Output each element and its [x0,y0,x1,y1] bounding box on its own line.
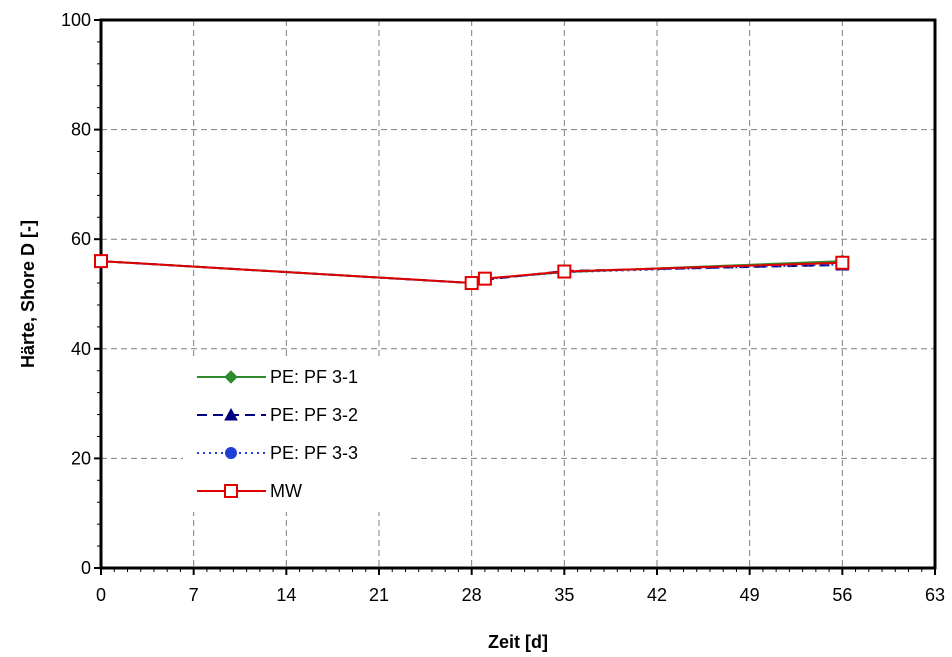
data-point-series-4 [464,276,479,291]
x-tick-label: 42 [647,585,667,605]
y-tick-label: 80 [71,120,91,140]
x-tick-label: 28 [462,585,482,605]
data-point-series-4 [835,255,850,270]
data-point-series-4 [477,271,492,286]
legend-label-2: PE: PF 3-2 [270,405,358,425]
x-tick-label: 49 [740,585,760,605]
y-axis-title: Härte, Shore D [-] [18,220,38,368]
x-tick-label: 14 [276,585,296,605]
x-tick-label: 63 [925,585,945,605]
legend-marker-3 [225,447,237,459]
series-lines [94,254,850,291]
legend-marker-1 [224,370,238,384]
data-point-series-4 [557,264,572,279]
y-tick-label: 40 [71,339,91,359]
legend-label-4: MW [270,481,302,501]
x-tick-label: 56 [832,585,852,605]
x-axis-title: Zeit [d] [488,632,548,652]
y-tick-label: 100 [61,10,91,30]
x-tick-label: 21 [369,585,389,605]
x-tick-label: 7 [189,585,199,605]
x-tick-label: 35 [554,585,574,605]
axis-ticks: 0 7 14 21 28 35 42 49 56 63 0 20 40 60 80 100 [61,10,945,605]
legend-label-3: PE: PF 3-3 [270,443,358,463]
plot-area-frame [99,18,937,570]
legend-marker-2 [224,407,238,421]
data-point-series-4 [94,254,108,269]
legend: PE: PF 3-1 PE: PF 3-2 PE: PF 3-3 MW [197,367,358,501]
x-tick-label: 0 [96,585,106,605]
legend-marker-4 [224,484,238,498]
grid [101,20,935,568]
y-tick-label: 0 [81,558,91,578]
legend-label-1: PE: PF 3-1 [270,367,358,387]
y-tick-label: 60 [71,229,91,249]
legend-box [183,360,411,512]
y-tick-label: 20 [71,448,91,468]
